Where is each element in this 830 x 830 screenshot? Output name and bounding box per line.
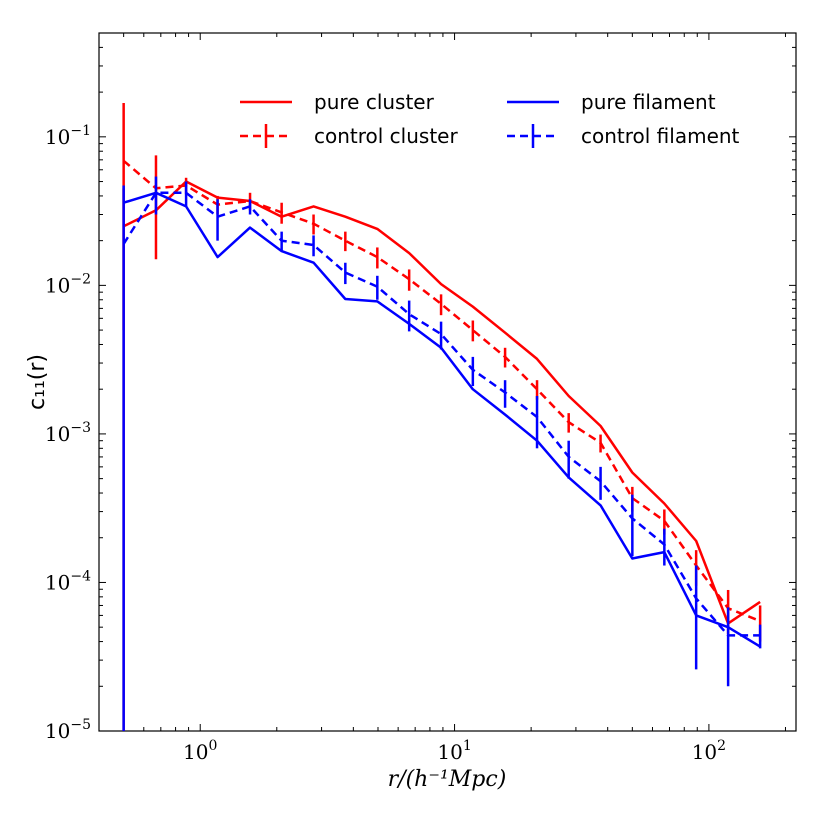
y-axis-label: c₁₁(r) [25,354,50,410]
x-tick-label: 100 [183,738,217,764]
plot-frame [98,32,797,732]
y-tick-label: 10−4 [45,568,91,594]
series-line-control-cluster [122,159,761,623]
y-tick-label: 10−3 [45,420,91,446]
y-tick-label: 10−5 [45,717,91,743]
series-line-control-filament [122,191,761,637]
series-line-pure-filament [123,191,761,648]
x-axis-label: r/(h⁻¹Mpc) [388,767,507,792]
legend-label-control-filament: control filament [581,124,740,148]
y-axis-ticks: 10−5 10−4 10−3 10−2 10−1 [45,32,796,743]
x-tick-label: 101 [437,738,471,764]
x-tick-label: 102 [692,738,726,764]
legend-label-pure-cluster: pure cluster [314,90,435,114]
series-layer [122,102,762,731]
series-line-pure-cluster [123,180,761,625]
legend: pure cluster control cluster pure filament… [240,90,740,148]
y-tick-label: 10−2 [45,271,91,297]
legend-label-pure-filament: pure filament [581,90,716,114]
y-tick-label: 10−1 [45,123,91,149]
x-axis-ticks: 100 101 102 [98,33,786,764]
legend-label-control-cluster: control cluster [314,124,458,148]
